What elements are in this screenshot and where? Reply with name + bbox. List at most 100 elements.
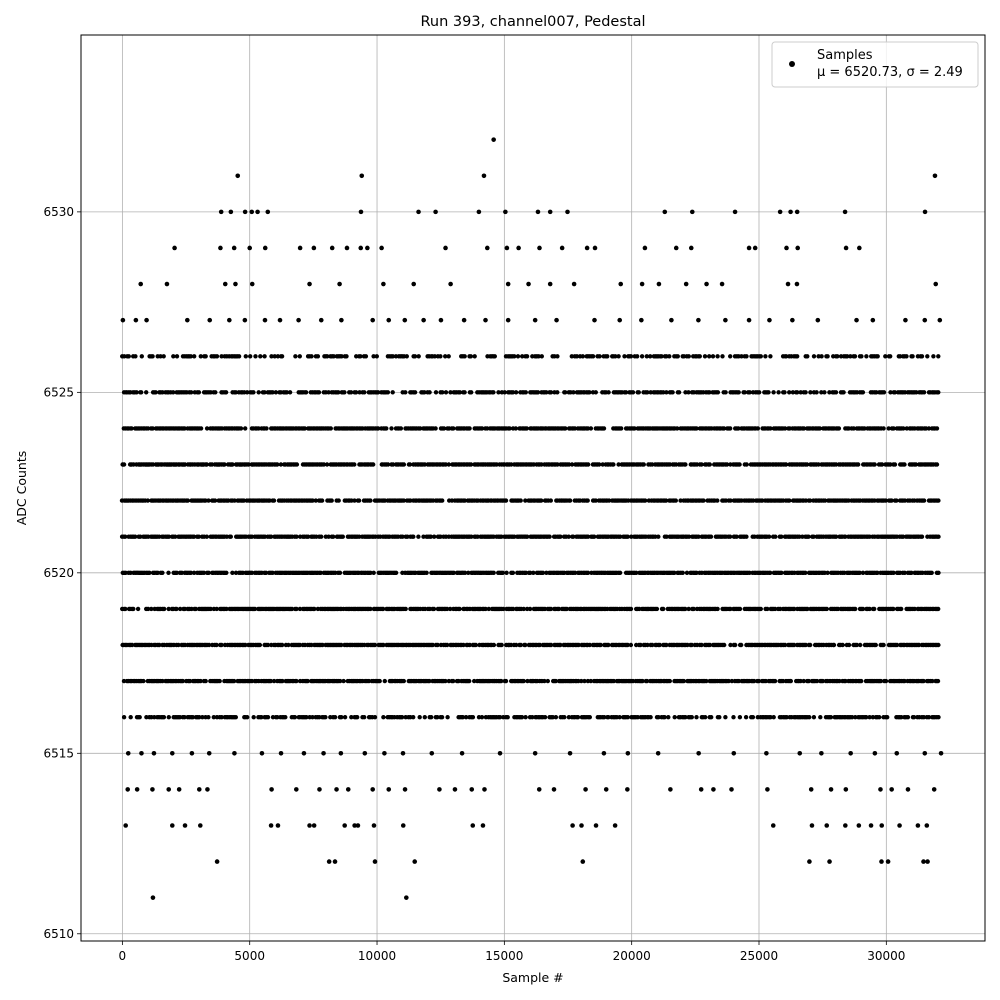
data-point — [277, 317, 283, 323]
data-point — [731, 751, 737, 756]
data-point — [416, 209, 421, 215]
data-point — [827, 859, 832, 864]
data-point — [269, 787, 274, 792]
data-point — [404, 895, 409, 900]
legend-label: Samples — [817, 48, 873, 63]
data-point — [268, 823, 274, 828]
y-tick-label: 6525 — [43, 385, 74, 399]
data-point — [206, 751, 212, 756]
data-point — [584, 245, 590, 251]
data-point — [639, 317, 644, 323]
data-point — [433, 209, 438, 215]
data-point — [688, 245, 694, 251]
data-point — [931, 787, 937, 792]
data-point — [294, 787, 299, 792]
data-point — [746, 317, 752, 323]
data-point — [937, 317, 943, 323]
data-point — [379, 245, 384, 251]
data-point — [448, 281, 453, 287]
data-point — [362, 751, 368, 756]
data-point — [233, 281, 238, 287]
data-point — [579, 823, 584, 828]
data-point — [337, 281, 342, 287]
data-point — [275, 823, 281, 828]
data-point — [570, 823, 575, 828]
data-point — [842, 209, 848, 215]
data-point — [696, 751, 701, 756]
data-point — [516, 245, 521, 251]
data-point — [938, 751, 944, 756]
data-point — [689, 209, 695, 215]
x-axis-ticks: 0 5000 10000 15000 20000 25000 30000 — [119, 941, 905, 963]
data-point — [526, 281, 531, 287]
data-point — [794, 281, 800, 287]
sample-band-6517 — [121, 678, 941, 684]
data-point — [317, 787, 322, 792]
data-point — [878, 787, 883, 792]
data-point — [339, 317, 344, 323]
data-point — [746, 245, 752, 251]
data-point — [182, 823, 188, 828]
data-point — [259, 751, 265, 756]
data-point — [334, 787, 339, 792]
data-point — [848, 751, 853, 756]
data-point — [704, 281, 709, 287]
legend-box — [771, 41, 979, 88]
data-point — [536, 787, 542, 792]
sample-band-6522 — [119, 498, 941, 503]
data-point — [922, 317, 928, 323]
data-point — [719, 281, 725, 287]
x-tick-label: 20000 — [613, 949, 651, 963]
data-point — [227, 317, 232, 323]
data-point — [386, 317, 392, 323]
data-point — [565, 209, 570, 215]
data-point — [868, 823, 874, 828]
data-point — [843, 787, 849, 792]
data-point — [402, 317, 408, 323]
data-point — [503, 209, 508, 215]
data-point — [189, 751, 195, 756]
data-point — [412, 859, 418, 864]
data-point — [790, 317, 795, 323]
data-point — [925, 859, 930, 864]
data-point — [311, 823, 317, 828]
data-point — [150, 787, 155, 792]
data-point — [770, 823, 776, 828]
data-point — [196, 787, 202, 792]
sample-band-6520 — [120, 570, 941, 576]
data-point — [795, 245, 801, 251]
data-point — [400, 823, 406, 828]
data-point — [355, 823, 361, 828]
sample-band-6521 — [119, 534, 941, 539]
sample-bands — [119, 354, 941, 720]
data-point — [359, 173, 365, 179]
data-point — [370, 317, 375, 323]
data-point — [371, 823, 377, 828]
data-point — [535, 209, 541, 215]
data-point — [265, 209, 271, 215]
data-point — [809, 823, 815, 828]
data-point — [856, 823, 862, 828]
data-point — [358, 245, 364, 251]
y-axis-label: ADC Counts — [14, 451, 29, 526]
data-point — [696, 317, 701, 323]
data-point — [365, 245, 370, 251]
data-point — [262, 317, 268, 323]
data-point — [262, 245, 268, 251]
data-point — [593, 823, 599, 828]
data-point — [656, 281, 662, 287]
sample-band-6523 — [120, 462, 940, 467]
data-point — [481, 173, 487, 179]
data-point — [828, 787, 834, 792]
data-point — [879, 823, 885, 828]
x-tick-label: 25000 — [740, 949, 778, 963]
data-point — [683, 281, 689, 287]
data-point — [301, 751, 307, 756]
data-point — [532, 751, 538, 756]
data-point — [176, 787, 182, 792]
y-tick-label: 6510 — [43, 927, 74, 941]
data-point — [639, 281, 645, 287]
data-point — [505, 281, 511, 287]
data-point — [915, 823, 921, 828]
x-tick-label: 5000 — [234, 949, 265, 963]
